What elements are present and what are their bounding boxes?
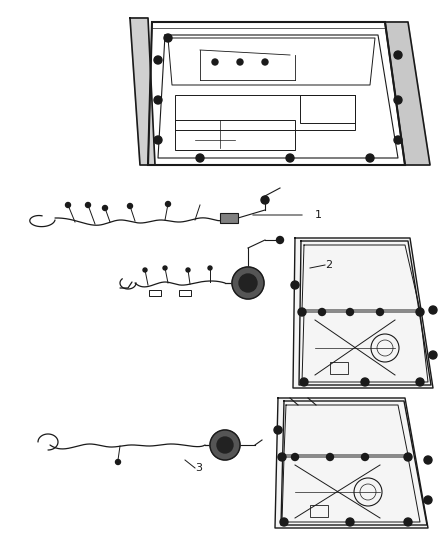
Circle shape xyxy=(429,306,437,314)
Circle shape xyxy=(292,454,299,461)
Circle shape xyxy=(424,456,432,464)
Circle shape xyxy=(143,268,147,272)
Circle shape xyxy=(212,59,218,65)
Polygon shape xyxy=(275,398,428,528)
Circle shape xyxy=(291,281,299,289)
Circle shape xyxy=(154,96,162,104)
Circle shape xyxy=(424,496,432,504)
Circle shape xyxy=(318,309,325,316)
Circle shape xyxy=(164,34,172,42)
Polygon shape xyxy=(385,22,430,165)
Bar xyxy=(149,290,161,296)
Bar xyxy=(310,505,328,517)
Circle shape xyxy=(186,268,190,272)
Circle shape xyxy=(116,459,120,464)
Bar xyxy=(175,95,355,130)
Circle shape xyxy=(276,237,283,244)
Circle shape xyxy=(154,56,162,64)
Circle shape xyxy=(300,378,308,386)
Circle shape xyxy=(85,203,91,207)
Circle shape xyxy=(377,309,384,316)
Circle shape xyxy=(278,453,286,461)
Bar xyxy=(330,362,348,374)
Circle shape xyxy=(196,154,204,162)
Circle shape xyxy=(217,437,233,453)
Circle shape xyxy=(280,518,288,526)
Text: 2: 2 xyxy=(325,260,332,270)
Circle shape xyxy=(394,136,402,144)
Circle shape xyxy=(366,154,374,162)
Circle shape xyxy=(210,430,240,460)
Circle shape xyxy=(394,96,402,104)
Circle shape xyxy=(404,518,412,526)
Text: 1: 1 xyxy=(315,210,322,220)
Bar xyxy=(300,95,355,123)
Circle shape xyxy=(127,204,133,208)
Circle shape xyxy=(361,378,369,386)
Circle shape xyxy=(416,378,424,386)
Circle shape xyxy=(286,154,294,162)
Circle shape xyxy=(154,136,162,144)
Circle shape xyxy=(416,308,424,316)
Text: 3: 3 xyxy=(195,463,202,473)
Circle shape xyxy=(102,206,107,211)
Bar xyxy=(175,120,295,150)
Circle shape xyxy=(404,453,412,461)
Circle shape xyxy=(166,201,170,206)
Circle shape xyxy=(237,59,243,65)
Circle shape xyxy=(394,51,402,59)
Circle shape xyxy=(346,309,353,316)
Circle shape xyxy=(274,426,282,434)
Circle shape xyxy=(232,267,264,299)
Circle shape xyxy=(361,454,368,461)
Polygon shape xyxy=(130,18,155,165)
Circle shape xyxy=(346,518,354,526)
Circle shape xyxy=(262,59,268,65)
Circle shape xyxy=(208,266,212,270)
Bar xyxy=(220,213,238,223)
Circle shape xyxy=(66,203,71,207)
Polygon shape xyxy=(293,238,433,388)
Circle shape xyxy=(261,196,269,204)
Circle shape xyxy=(239,274,257,292)
Circle shape xyxy=(163,266,167,270)
Circle shape xyxy=(298,308,306,316)
Circle shape xyxy=(326,454,333,461)
Circle shape xyxy=(429,351,437,359)
Bar xyxy=(179,290,191,296)
